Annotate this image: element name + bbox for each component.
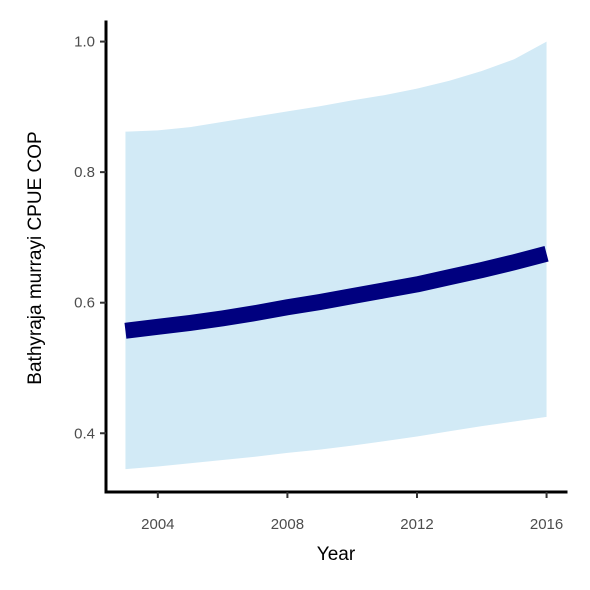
y-tick-label: 0.6	[74, 295, 95, 312]
confidence-ribbon-layer	[125, 41, 547, 470]
y-tick-label: 0.4	[74, 425, 95, 442]
y-tick-layer: 0.4 0.6 0.8 1.0	[74, 34, 106, 442]
trend-line	[124, 245, 549, 339]
y-axis-title: Bathyraja murrayi CPUE COP	[25, 131, 46, 384]
x-tick-label: 2008	[271, 516, 304, 533]
confidence-ribbon	[125, 41, 547, 470]
y-tick-label: 1.0	[74, 34, 95, 51]
x-tick-label: 2012	[400, 516, 433, 533]
y-tick-label: 0.8	[74, 164, 95, 181]
x-axis-title: Year	[317, 544, 356, 565]
x-tick-label: 2004	[141, 516, 174, 533]
axes-layer	[104, 20, 568, 494]
trend-line-layer	[124, 245, 549, 339]
x-tick-label: 2016	[530, 516, 563, 533]
x-tick-layer: 2004 2008 2012 2016	[141, 492, 563, 533]
